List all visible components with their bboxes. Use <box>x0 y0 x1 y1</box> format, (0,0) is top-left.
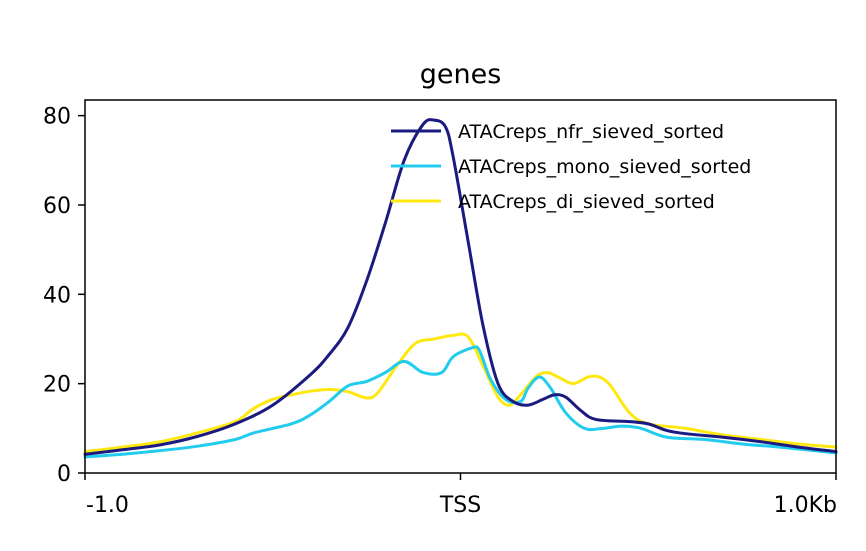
y-tick-label-1: 20 <box>43 373 71 398</box>
x-tick-label-0: -1.0 <box>86 493 129 518</box>
y-tick-label-2: 40 <box>43 283 71 308</box>
y-axis: 0 20 40 60 80 <box>43 105 85 487</box>
legend-label-0: ATACreps_nfr_sieved_sorted <box>458 121 724 143</box>
x-axis: -1.0 TSS 1.0Kb <box>84 473 837 518</box>
legend-label-1: ATACreps_mono_sieved_sorted <box>458 156 751 178</box>
y-tick-label-0: 0 <box>57 462 71 487</box>
x-tick-label-1: TSS <box>439 493 481 518</box>
chart-title: genes <box>420 59 502 90</box>
y-tick-label-4: 80 <box>43 105 71 130</box>
legend-label-2: ATACreps_di_sieved_sorted <box>458 191 715 213</box>
series-layer <box>83 118 838 459</box>
series-line-0 <box>83 118 838 456</box>
series-line-1 <box>83 345 838 459</box>
x-tick-label-2: 1.0Kb <box>774 493 837 518</box>
legend: ATACreps_nfr_sieved_sorted ATACreps_mono_… <box>391 121 751 213</box>
y-tick-label-3: 60 <box>43 194 71 219</box>
series-line-2 <box>83 332 838 454</box>
